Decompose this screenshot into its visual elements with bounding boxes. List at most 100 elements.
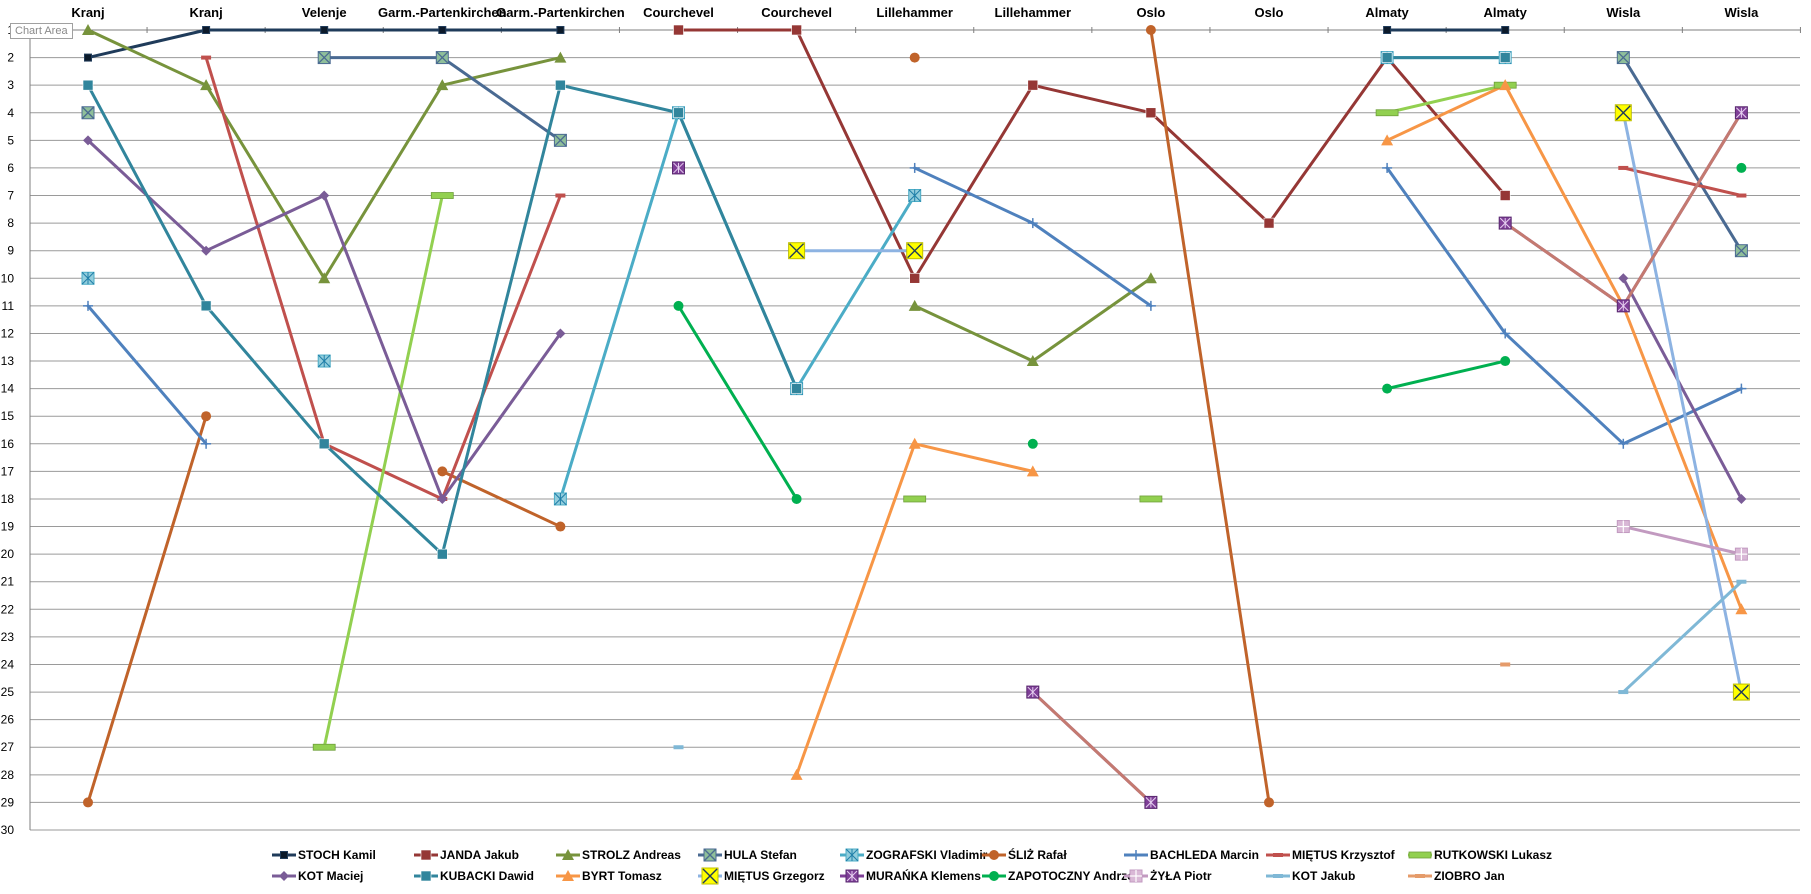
data-point (1027, 79, 1039, 91)
data-point (81, 106, 95, 120)
data-point (436, 79, 449, 91)
category-label: Lillehammer (876, 5, 953, 20)
series-16 (1621, 580, 1743, 694)
data-point (84, 53, 92, 62)
y-tick-label: 11 (2, 299, 15, 313)
data-point (81, 271, 95, 285)
data-point (312, 743, 336, 751)
series-line-segment (1267, 56, 1389, 225)
y-tick-label: 9 (7, 244, 14, 258)
data-point (1498, 216, 1512, 230)
series-6 (86, 166, 1743, 446)
data-point (1026, 465, 1039, 477)
series-line-segment (204, 56, 326, 446)
series-markers-2 (82, 24, 1157, 367)
series-line-segment (440, 56, 562, 142)
data-point (318, 438, 330, 450)
category-label: Kranj (71, 5, 104, 20)
series-line-segment (1031, 276, 1153, 363)
series-0 (86, 28, 1507, 60)
y-tick-label: 3 (7, 78, 14, 92)
data-point (672, 161, 685, 175)
series-line-segment (1503, 83, 1625, 308)
legend-swatch-marker (703, 848, 717, 862)
y-tick-label: 15 (1, 409, 15, 423)
data-point (1500, 356, 1511, 367)
series-line-segment (1621, 276, 1743, 501)
legend-label: ŚLIŻ Rafał (1008, 847, 1067, 862)
data-point (201, 411, 212, 422)
series-markers-6 (83, 162, 1747, 449)
data-point (909, 52, 920, 63)
data-point (1144, 272, 1157, 284)
data-point (1500, 328, 1511, 339)
series-line-segment (86, 28, 208, 60)
data-point (906, 242, 924, 260)
legend-label: RUTKOWSKI Lukasz (1434, 848, 1552, 862)
legend-swatch-marker (989, 850, 999, 860)
data-point (553, 133, 567, 147)
data-point (1499, 52, 1511, 63)
data-point (555, 521, 566, 532)
category-label: Garm.-Partenkirchen (496, 5, 625, 20)
series-line-segment (795, 28, 917, 280)
legend-label: STOCH Kamil (298, 848, 376, 862)
series-line-segment (1621, 387, 1743, 446)
series-line-segment (86, 304, 208, 446)
data-point (788, 242, 806, 260)
series-line-segment (1621, 166, 1743, 198)
legend: STOCH Kamil JANDA Jakub STROLZ Andreas HULA… (272, 847, 1552, 885)
data-point (909, 272, 921, 284)
data-point (1381, 52, 1393, 63)
series-3 (322, 56, 1743, 253)
data-point (1616, 299, 1630, 313)
data-point (555, 328, 566, 339)
y-tick-label: 27 (1, 740, 15, 754)
legend-swatch-marker (1273, 853, 1283, 857)
x-axis-categories: Kranj Kranj Velenje Garm.-PartenkirchenGarm… (71, 5, 1759, 20)
legend-item: MIĘTUS Grzegorz (698, 867, 825, 885)
legend-swatch-marker (279, 871, 289, 881)
legend-swatch-marker (1415, 874, 1425, 878)
data-point (555, 79, 566, 91)
y-tick-label: 26 (1, 713, 15, 727)
series-line-segment (795, 194, 917, 391)
data-point (202, 26, 211, 34)
category-label: Wisla (1724, 5, 1759, 20)
y-tick-label: 16 (1, 437, 15, 451)
grid-layer (29, 27, 1801, 831)
legend-swatch-marker (845, 869, 859, 883)
data-point (437, 493, 448, 504)
legend-label: MIĘTUS Grzegorz (724, 869, 825, 883)
series-line-segment (1385, 83, 1507, 142)
legend-label: ŻYŁA Piotr (1150, 868, 1212, 883)
legend-item: BACHLEDA Marcin (1124, 848, 1259, 862)
series-line-segment (1621, 111, 1743, 308)
category-label: Courchevel (761, 5, 832, 20)
series-line-segment (1621, 56, 1743, 253)
data-point (1381, 134, 1394, 146)
data-point (436, 548, 448, 560)
series-line-segment (1385, 56, 1507, 198)
category-label: Oslo (1136, 5, 1165, 20)
legend-label: BACHLEDA Marcin (1150, 848, 1259, 862)
legend-item: JANDA Jakub (414, 848, 519, 862)
data-point (435, 51, 449, 65)
legend-swatch-marker (1129, 869, 1143, 883)
data-point (1732, 683, 1750, 701)
legend-label: MIĘTUS Krzysztof (1292, 848, 1396, 862)
y-tick-label: 12 (1, 326, 15, 340)
series-line-segment (913, 83, 1035, 280)
data-point (1027, 218, 1038, 229)
data-point (908, 189, 922, 203)
series-line-segment (1149, 28, 1271, 804)
legend-item: KOT Maciej (272, 869, 363, 883)
data-point (201, 438, 212, 449)
data-point (1145, 25, 1156, 35)
legend-swatch-marker (420, 849, 432, 861)
series-line-segment (1385, 83, 1507, 115)
category-label: Almaty (1365, 5, 1409, 20)
series-line-segment (1621, 525, 1743, 556)
